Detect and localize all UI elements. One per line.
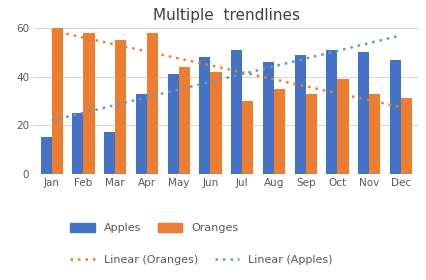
Bar xyxy=(273,89,285,174)
Bar xyxy=(167,74,178,174)
Bar xyxy=(242,101,253,174)
Bar xyxy=(337,79,348,174)
Bar xyxy=(72,113,83,174)
Bar xyxy=(305,94,316,174)
Bar xyxy=(400,98,411,174)
Bar xyxy=(368,94,380,174)
Bar xyxy=(40,137,52,174)
Bar xyxy=(178,67,189,174)
Bar xyxy=(83,33,94,174)
Bar xyxy=(230,50,242,174)
Bar xyxy=(135,94,147,174)
Bar xyxy=(262,62,273,174)
Bar xyxy=(115,40,126,174)
Bar xyxy=(104,132,115,174)
Bar xyxy=(210,72,221,174)
Bar xyxy=(294,55,305,174)
Title: Multiple  trendlines: Multiple trendlines xyxy=(153,8,299,23)
Bar xyxy=(199,57,210,174)
Bar xyxy=(325,50,337,174)
Legend: Linear (Oranges), Linear (Apples): Linear (Oranges), Linear (Apples) xyxy=(70,255,332,265)
Bar xyxy=(357,52,368,174)
Bar xyxy=(147,33,158,174)
Bar xyxy=(389,60,400,174)
Bar xyxy=(52,28,63,174)
